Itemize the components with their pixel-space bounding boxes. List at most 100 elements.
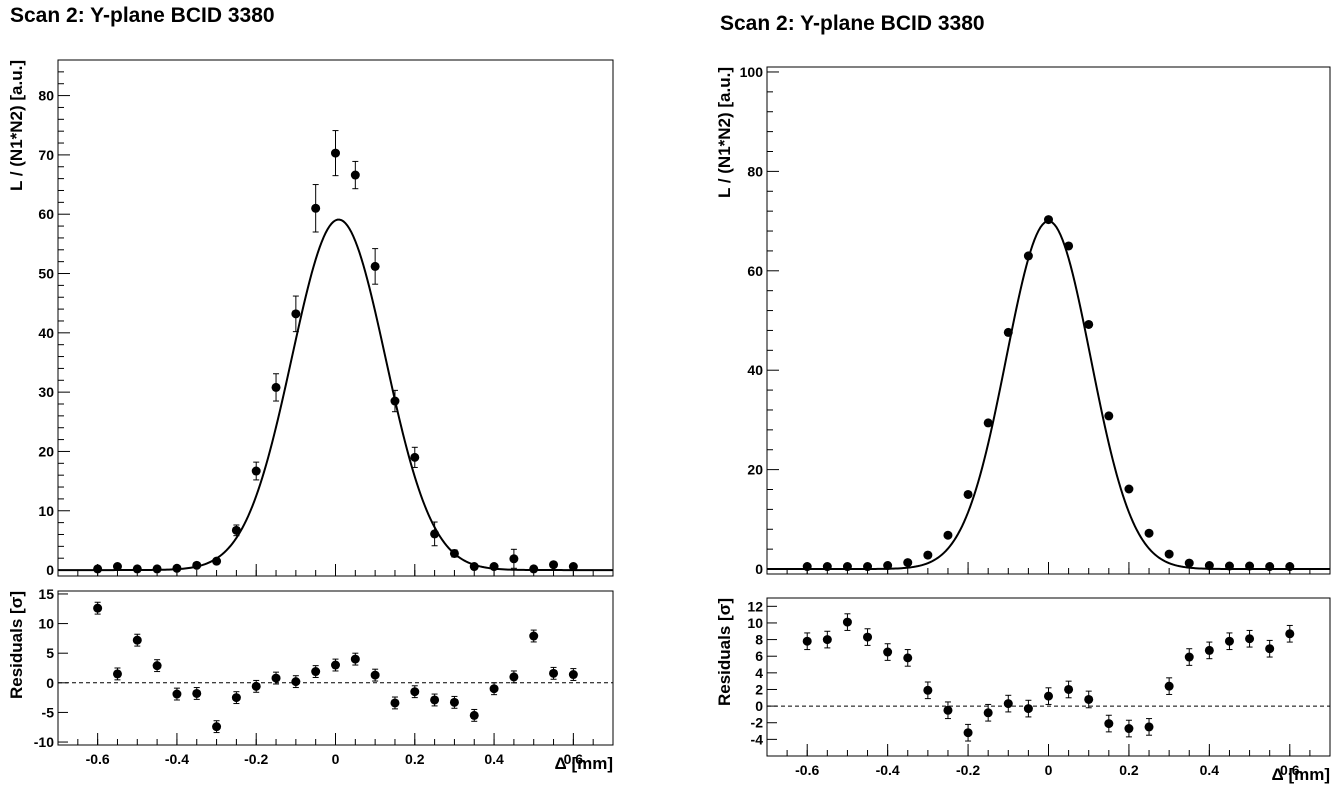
data-point bbox=[509, 554, 519, 564]
residual-point bbox=[311, 667, 321, 677]
residual-point bbox=[212, 722, 222, 732]
fit-curve bbox=[767, 220, 1330, 571]
residual-point bbox=[410, 687, 420, 697]
residual-y-tick-label: 0 bbox=[755, 698, 763, 714]
y-tick-label: 40 bbox=[38, 325, 54, 341]
residual-y-tick-label: -2 bbox=[751, 715, 764, 731]
data-point bbox=[132, 564, 142, 574]
residual-point bbox=[152, 661, 162, 671]
residual-point bbox=[963, 728, 973, 738]
data-point bbox=[1023, 251, 1033, 261]
data-point bbox=[489, 562, 499, 572]
data-point bbox=[529, 564, 539, 574]
residual-y-tick-label: 12 bbox=[747, 598, 763, 614]
data-point bbox=[1265, 562, 1275, 572]
residual-point bbox=[1023, 704, 1033, 714]
residual-point bbox=[983, 708, 993, 718]
data-point bbox=[1184, 558, 1194, 568]
residual-point bbox=[469, 710, 479, 720]
residual-point bbox=[509, 672, 519, 682]
left-chart-svg: 0 10 20 30 40 50 60 70 80 -10 -5 0 5 10 15 -0.6 -0.4 -0.2… bbox=[7, 59, 614, 773]
data-point bbox=[93, 564, 103, 574]
data-point bbox=[568, 562, 578, 572]
data-point bbox=[212, 556, 222, 566]
residual-point bbox=[93, 603, 103, 613]
residual-point bbox=[822, 635, 832, 645]
data-point bbox=[1124, 484, 1134, 494]
residual-point bbox=[923, 685, 933, 695]
data-point bbox=[469, 562, 479, 572]
residual-point bbox=[1265, 644, 1275, 654]
data-point bbox=[172, 563, 182, 573]
x-axis-label: Δ [mm] bbox=[555, 754, 614, 773]
data-point bbox=[112, 562, 122, 572]
x-tick-label: 0.6 bbox=[564, 751, 584, 767]
residual-point bbox=[370, 670, 380, 680]
residual-point bbox=[291, 677, 301, 687]
residual-point bbox=[1044, 691, 1053, 701]
y-tick-label: 100 bbox=[740, 64, 764, 80]
data-point bbox=[983, 418, 993, 428]
data-point bbox=[842, 562, 852, 572]
x-tick-label: 0.2 bbox=[405, 751, 425, 767]
data-point bbox=[549, 560, 559, 570]
residual-point bbox=[271, 673, 281, 683]
data-point bbox=[903, 558, 913, 568]
data-point bbox=[923, 550, 933, 560]
residual-y-tick-label: 2 bbox=[755, 681, 763, 697]
residual-point bbox=[132, 635, 142, 645]
residual-y-tick-label: -4 bbox=[751, 731, 764, 747]
residual-point bbox=[863, 632, 873, 642]
data-point bbox=[1044, 215, 1053, 225]
residual-point bbox=[192, 688, 202, 698]
residual-point bbox=[489, 684, 499, 694]
residual-point bbox=[430, 695, 440, 705]
data-point bbox=[410, 452, 420, 462]
x-tick-label: -0.2 bbox=[956, 762, 980, 778]
data-point bbox=[1084, 319, 1094, 329]
residual-y-tick-label: 10 bbox=[38, 616, 54, 632]
residual-point bbox=[251, 681, 261, 691]
residual-y-tick-label: 4 bbox=[755, 665, 763, 681]
y-tick-label: 0 bbox=[46, 562, 54, 578]
residual-point bbox=[350, 654, 360, 664]
fit-curve bbox=[58, 218, 613, 572]
data-point bbox=[822, 562, 832, 572]
residual-point bbox=[1084, 694, 1094, 704]
data-point bbox=[883, 561, 893, 571]
x-tick-label: -0.6 bbox=[795, 762, 819, 778]
data-point bbox=[251, 466, 261, 476]
data-point bbox=[1003, 327, 1013, 337]
data-point bbox=[350, 170, 360, 180]
residual-point bbox=[568, 670, 578, 680]
data-point bbox=[271, 382, 281, 392]
residual-y-tick-label: 0 bbox=[46, 675, 54, 691]
x-tick-label: -0.4 bbox=[876, 762, 900, 778]
residual-point bbox=[112, 669, 122, 679]
data-point bbox=[370, 261, 380, 271]
residual-point bbox=[1164, 681, 1174, 691]
main-plot-frame bbox=[766, 66, 1331, 575]
y-tick-label: 10 bbox=[38, 503, 54, 519]
data-point bbox=[963, 489, 973, 499]
residual-y-tick-label: 6 bbox=[755, 648, 763, 664]
data-point bbox=[291, 309, 301, 319]
y-tick-label: 20 bbox=[747, 462, 763, 478]
chart-title: Scan 2: Y-plane BCID 3380 bbox=[10, 4, 275, 27]
residual-y-axis-label: Residuals [σ] bbox=[715, 598, 734, 706]
x-tick-label: -0.4 bbox=[165, 751, 189, 767]
y-tick-label: 40 bbox=[747, 362, 763, 378]
data-point bbox=[1224, 561, 1234, 571]
x-tick-label: 0.4 bbox=[1200, 762, 1220, 778]
x-tick-label: 0.2 bbox=[1119, 762, 1139, 778]
residual-y-tick-label: -5 bbox=[42, 704, 55, 720]
y-tick-label: 70 bbox=[38, 147, 54, 163]
residual-point bbox=[1204, 645, 1214, 655]
y-axis-label: L / (N1*N2) [a.u.] bbox=[7, 60, 26, 191]
residual-point bbox=[1245, 634, 1255, 644]
data-point bbox=[1164, 549, 1174, 559]
y-tick-label: 50 bbox=[38, 266, 54, 282]
data-point bbox=[390, 396, 400, 406]
y-tick-label: 30 bbox=[38, 384, 54, 400]
